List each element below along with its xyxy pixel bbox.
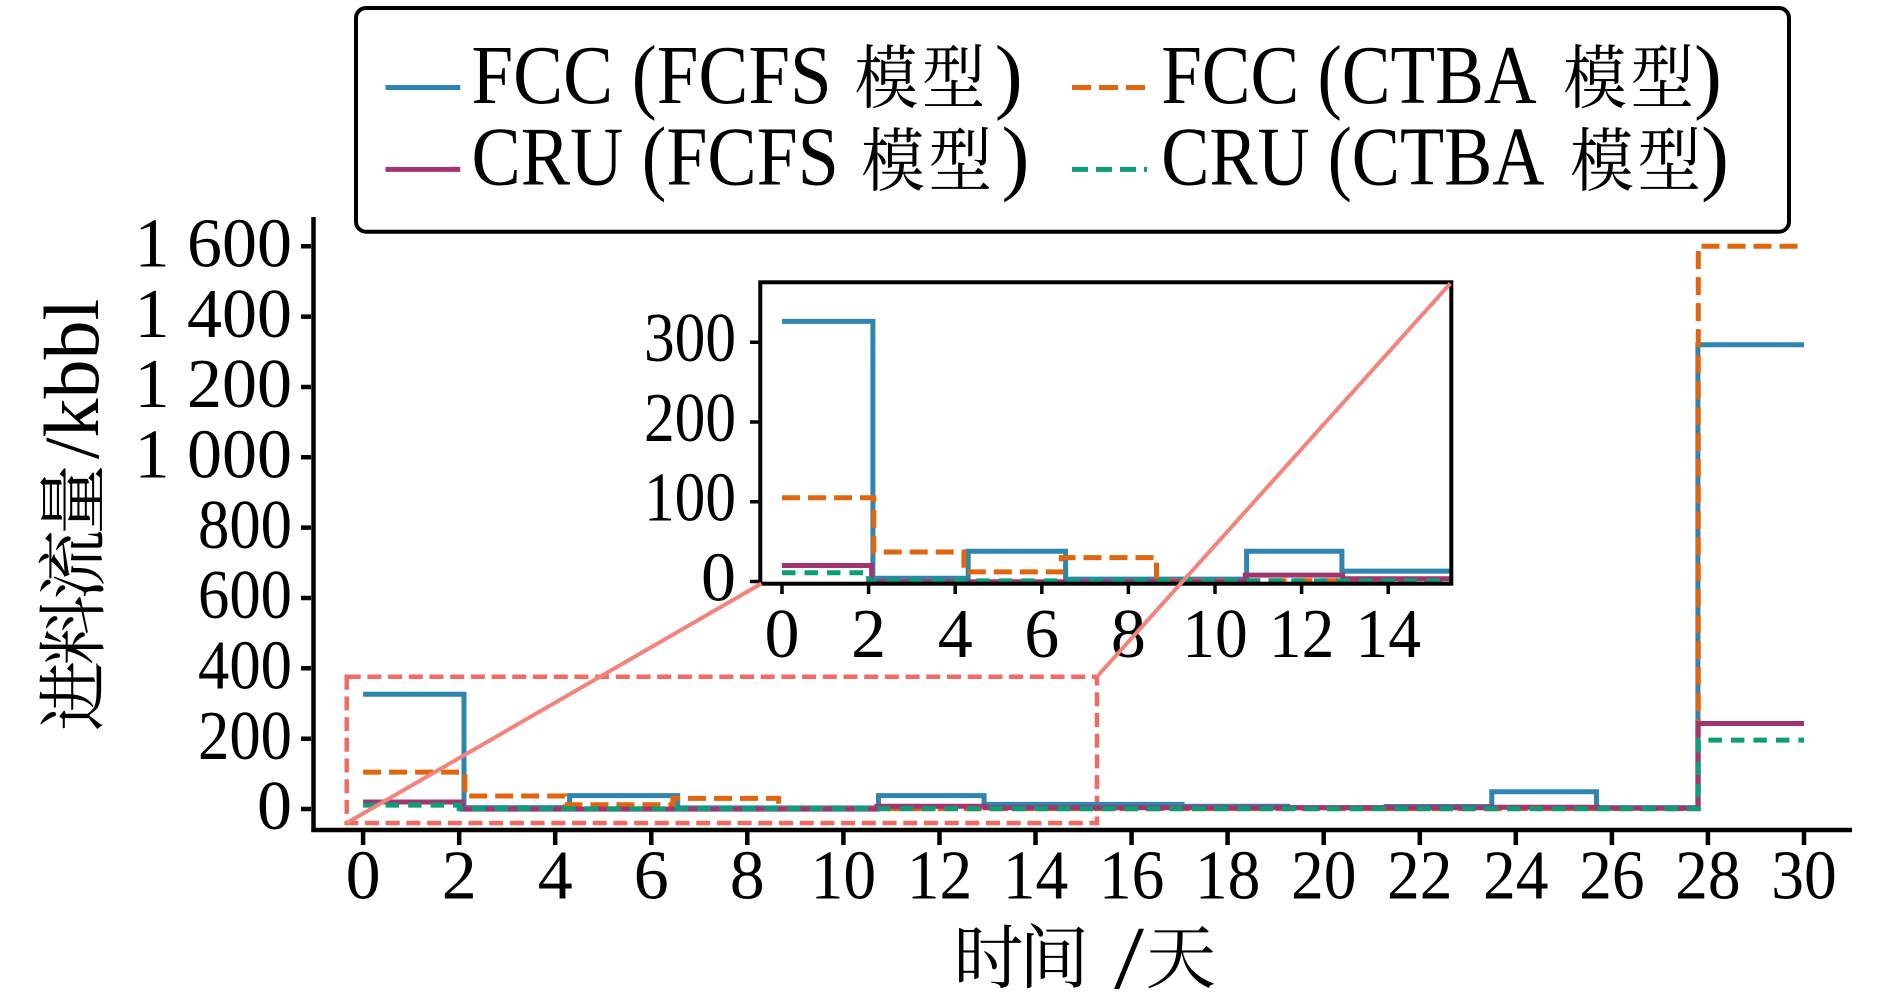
svg-text:200: 200	[644, 380, 736, 457]
svg-text:1 200: 1 200	[135, 346, 293, 423]
svg-text:6: 6	[1024, 596, 1059, 673]
svg-text:16: 16	[1099, 838, 1165, 915]
svg-text:FCC (FCFS: FCC (FCFS	[472, 29, 832, 122]
svg-text:0: 0	[701, 540, 736, 617]
svg-text:26: 26	[1579, 838, 1645, 915]
svg-text:): )	[995, 29, 1023, 122]
svg-text:600: 600	[198, 557, 292, 634]
svg-text:22: 22	[1387, 838, 1453, 915]
svg-text:1 400: 1 400	[135, 276, 293, 353]
svg-text:6: 6	[634, 838, 669, 915]
svg-text:400: 400	[198, 628, 292, 705]
svg-text:2: 2	[442, 838, 477, 915]
svg-text:2: 2	[851, 596, 886, 673]
svg-text:12: 12	[907, 838, 973, 915]
svg-text:0: 0	[346, 838, 381, 915]
svg-text:24: 24	[1483, 838, 1549, 915]
svg-text:1 000: 1 000	[135, 417, 293, 494]
svg-text:100: 100	[644, 460, 736, 537]
svg-text:10: 10	[1182, 596, 1248, 673]
svg-text:): )	[1701, 111, 1729, 204]
svg-text:800: 800	[198, 487, 292, 564]
svg-text:/kbbl: /kbbl	[28, 299, 115, 459]
svg-text:1 600: 1 600	[135, 206, 293, 283]
svg-text:0: 0	[257, 768, 292, 845]
svg-text:4: 4	[938, 596, 973, 673]
svg-text:): )	[1694, 29, 1722, 122]
svg-text:18: 18	[1195, 838, 1261, 915]
svg-text:30: 30	[1771, 838, 1837, 915]
svg-text:20: 20	[1291, 838, 1357, 915]
svg-text:28: 28	[1675, 838, 1741, 915]
svg-text:14: 14	[1003, 838, 1069, 915]
svg-text:): )	[1002, 111, 1030, 204]
svg-text:8: 8	[730, 838, 765, 915]
svg-text:CRU (CTBA: CRU (CTBA	[1161, 111, 1544, 204]
svg-text:10: 10	[811, 838, 877, 915]
svg-text:CRU (FCFS: CRU (FCFS	[472, 111, 839, 204]
svg-text:300: 300	[644, 300, 736, 377]
svg-text:/: /	[1114, 909, 1144, 993]
svg-text:0: 0	[765, 596, 800, 673]
svg-text:12: 12	[1269, 596, 1335, 673]
svg-text:4: 4	[538, 838, 573, 915]
svg-text:FCC (CTBA: FCC (CTBA	[1161, 29, 1537, 122]
svg-text:200: 200	[198, 698, 292, 775]
svg-text:14: 14	[1355, 596, 1421, 673]
svg-text:8: 8	[1111, 596, 1146, 673]
